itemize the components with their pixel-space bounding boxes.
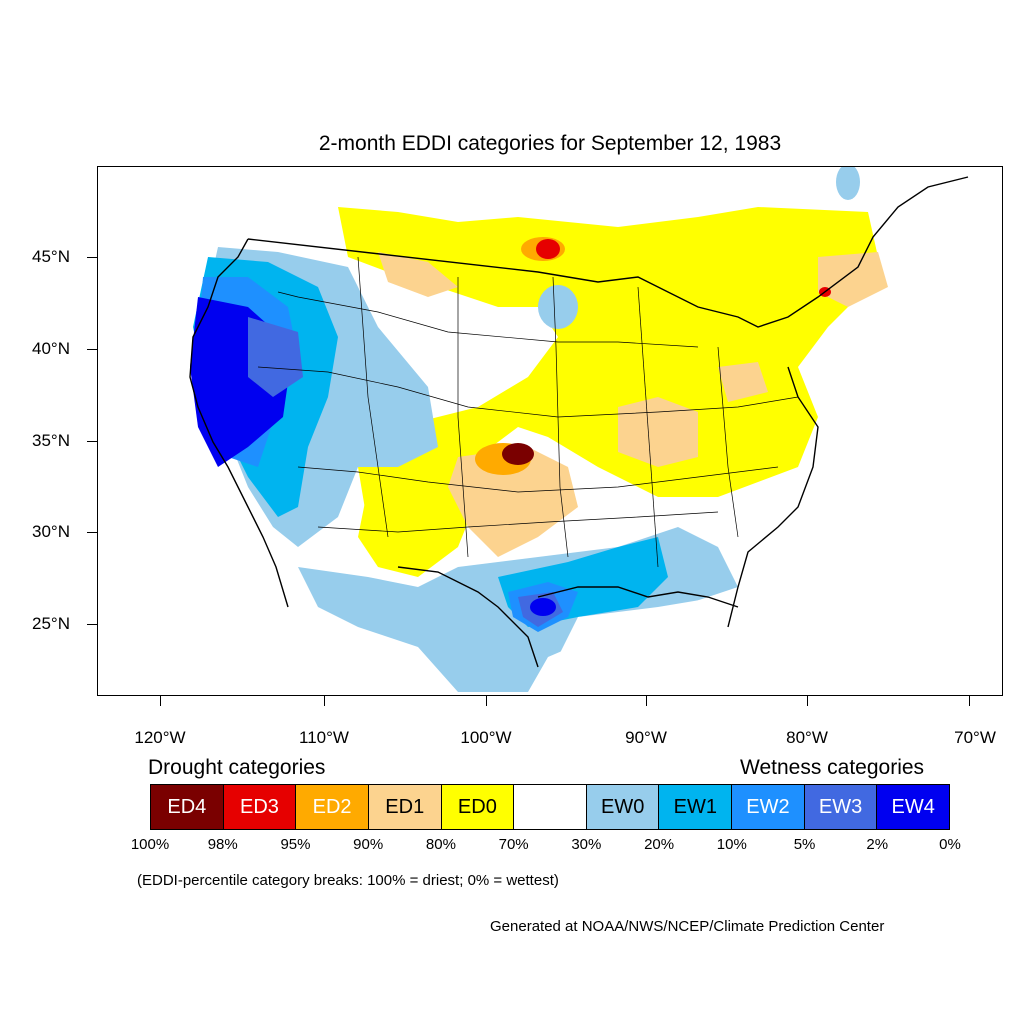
lon-tick bbox=[160, 696, 161, 706]
ed3-spot-lake-superior bbox=[536, 239, 560, 259]
lat-label: 40°N bbox=[32, 339, 70, 358]
lon-tick bbox=[969, 696, 970, 706]
ocean-east bbox=[778, 167, 1002, 695]
lon-label: 120°W bbox=[134, 728, 186, 747]
percentile-label: 80% bbox=[425, 836, 456, 853]
percentile-label: 10% bbox=[716, 836, 747, 853]
legend-swatch: EW4 bbox=[877, 785, 950, 829]
lat-label: 30°N bbox=[32, 522, 70, 541]
legend-swatch: EW1 bbox=[659, 785, 733, 829]
ew4-spot-texas bbox=[530, 598, 556, 616]
percentile-label: 30% bbox=[571, 836, 602, 853]
percentile-label: 2% bbox=[866, 836, 889, 853]
lat-label: 25°N bbox=[32, 614, 70, 633]
lat-tick bbox=[87, 349, 97, 350]
category-legend: ED4 ED3 ED2 ED1 ED0 EW0 EW1 EW2 EW3 EW4 bbox=[150, 784, 950, 830]
ed1-region-midwest bbox=[618, 397, 698, 467]
eddi-map-canvas bbox=[98, 167, 1002, 695]
ocean-south bbox=[539, 597, 818, 695]
ew0-patch-newengland bbox=[836, 167, 860, 200]
lat-label: 45°N bbox=[32, 247, 70, 266]
legend-swatch: ED3 bbox=[223, 785, 297, 829]
legend-swatch: ED4 bbox=[151, 785, 224, 829]
lon-label: 100°W bbox=[460, 728, 512, 747]
ew3-region-west bbox=[248, 317, 303, 397]
lon-tick bbox=[646, 696, 647, 706]
credit-line: Generated at NOAA/NWS/NCEP/Climate Predi… bbox=[490, 918, 885, 935]
percentile-label: 5% bbox=[793, 836, 816, 853]
legend-swatch: ED0 bbox=[441, 785, 515, 829]
lat-tick bbox=[87, 532, 97, 533]
legend-swatch: EW2 bbox=[732, 785, 805, 829]
lon-label: 70°W bbox=[954, 728, 996, 747]
ed4-spot-kansas bbox=[502, 443, 534, 465]
percentile-label: 98% bbox=[207, 836, 238, 853]
legend-swatch: EW0 bbox=[586, 785, 660, 829]
percentile-label: 100% bbox=[130, 836, 170, 853]
lon-tick bbox=[324, 696, 325, 706]
ew0-patch-dakotas bbox=[538, 285, 578, 329]
percentile-label: 70% bbox=[498, 836, 529, 853]
ocean-west bbox=[98, 167, 283, 695]
ed1-region-michigan bbox=[718, 362, 768, 402]
breaks-note: (EDDI-percentile category breaks: 100% =… bbox=[137, 872, 559, 889]
percentile-label: 20% bbox=[644, 836, 675, 853]
percentile-label: 95% bbox=[280, 836, 311, 853]
ed0-region-southwest bbox=[358, 467, 478, 577]
ed0-region-north bbox=[338, 207, 878, 547]
lat-tick bbox=[87, 257, 97, 258]
ed1-region-maine bbox=[818, 252, 888, 307]
coastlines bbox=[189, 176, 969, 668]
lat-label: 35°N bbox=[32, 431, 70, 450]
wetness-categories-heading: Wetness categories bbox=[740, 756, 925, 779]
legend-swatch: EW3 bbox=[804, 785, 878, 829]
percentile-label: 0% bbox=[939, 836, 961, 853]
ed1-region-montana bbox=[378, 252, 458, 297]
legend-swatch: ED1 bbox=[368, 785, 442, 829]
lon-tick bbox=[486, 696, 487, 706]
lon-label: 90°W bbox=[625, 728, 667, 747]
lat-tick bbox=[87, 441, 97, 442]
state-borders bbox=[257, 256, 799, 568]
legend-swatch: ED2 bbox=[296, 785, 369, 829]
drought-categories-heading: Drought categories bbox=[148, 756, 326, 779]
map-title: 2-month EDDI categories for September 12… bbox=[318, 132, 782, 155]
lat-tick bbox=[87, 624, 97, 625]
eddi-map bbox=[97, 166, 1003, 696]
lon-tick bbox=[807, 696, 808, 706]
legend-swatch bbox=[514, 785, 587, 829]
ed1-region-plains bbox=[448, 447, 578, 557]
percentile-label: 90% bbox=[353, 836, 384, 853]
lon-label: 110°W bbox=[299, 728, 349, 747]
lon-label: 80°W bbox=[786, 728, 828, 747]
